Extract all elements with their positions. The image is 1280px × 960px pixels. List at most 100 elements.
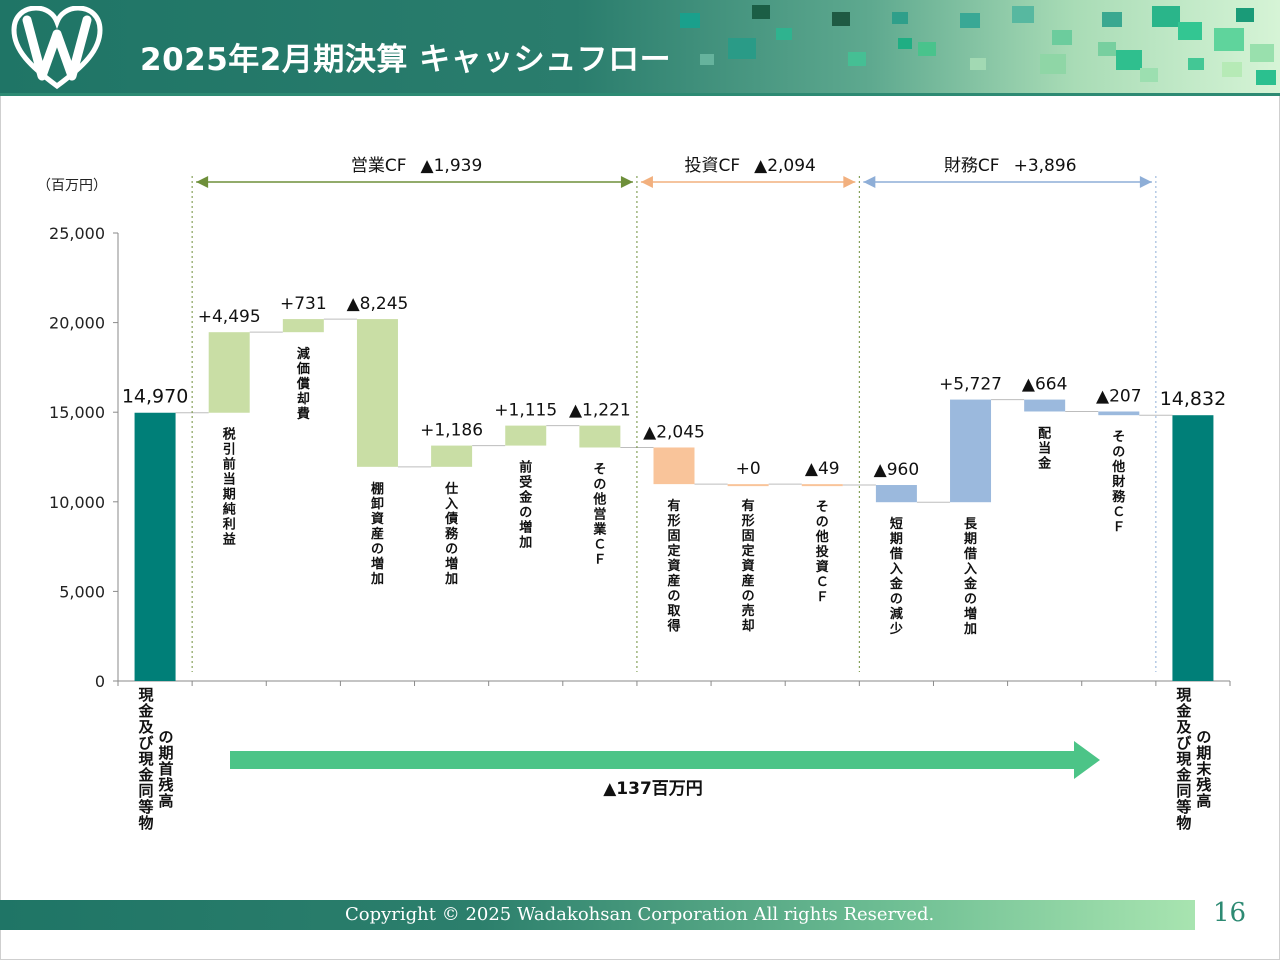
header-square bbox=[1214, 28, 1244, 51]
header-square bbox=[1012, 6, 1034, 23]
header-square bbox=[1140, 68, 1158, 82]
group-name-label: 営業CF bbox=[351, 156, 407, 176]
bar-value-label: +1,186 bbox=[420, 421, 483, 441]
bar-value-label: 14,970 bbox=[122, 386, 188, 408]
net-change-arrow-shaft bbox=[230, 751, 1076, 769]
bar-value-label: +1,115 bbox=[494, 401, 557, 421]
category-label: 短期借入金の減少 bbox=[889, 516, 904, 637]
waterfall-bar bbox=[505, 425, 547, 446]
cashflow-waterfall-chart: （百万円） 0 5,000 10,000 15,000 20,000 25,000 14,97… bbox=[37, 156, 1231, 832]
w-heart-logo-icon bbox=[10, 5, 104, 96]
waterfall-bar bbox=[727, 484, 769, 487]
bar-value-label: ▲49 bbox=[805, 459, 840, 479]
waterfall-bar bbox=[134, 412, 176, 681]
category-label: 仕入債務の増加 bbox=[444, 481, 459, 587]
y-tick-label: 5,000 bbox=[59, 582, 105, 601]
bar-value-label: +5,727 bbox=[939, 375, 1002, 395]
header-square bbox=[1098, 42, 1116, 56]
header-square bbox=[776, 28, 792, 40]
category-label: 現金及び現金同等物 bbox=[1175, 686, 1192, 832]
header-square bbox=[898, 38, 912, 49]
waterfall-bar bbox=[1098, 411, 1140, 416]
net-change-label: ▲137百万円 bbox=[603, 779, 703, 799]
group-arrow-head bbox=[1139, 176, 1152, 188]
group-value-label: ▲2,094 bbox=[754, 156, 816, 176]
waterfall-bar bbox=[431, 445, 473, 467]
group-arrow-head bbox=[843, 176, 856, 188]
header-square bbox=[1256, 70, 1276, 85]
category-label: の期首残高 bbox=[159, 728, 174, 810]
header-square bbox=[1102, 12, 1122, 27]
category-label: 長期借入金の増加 bbox=[963, 517, 978, 637]
header-square bbox=[728, 38, 756, 59]
waterfall-bar bbox=[208, 332, 250, 413]
group-value-label: ▲1,939 bbox=[421, 156, 483, 176]
waterfall-bar bbox=[950, 399, 992, 503]
footer-band bbox=[0, 900, 1195, 930]
group-arrow-head bbox=[640, 176, 653, 188]
y-tick-label: 20,000 bbox=[49, 314, 105, 333]
net-change-arrow-head bbox=[1074, 741, 1100, 779]
page-number: 16 bbox=[1213, 898, 1247, 928]
copyright-text: Copyright © 2025 Wadakohsan Corporation … bbox=[345, 904, 935, 925]
bar-value-label: +731 bbox=[280, 294, 327, 314]
y-tick-label: 15,000 bbox=[49, 403, 105, 422]
group-name-label: 投資CF bbox=[684, 156, 740, 176]
waterfall-bar bbox=[653, 447, 695, 485]
header-square bbox=[1178, 22, 1202, 40]
header-square bbox=[970, 58, 986, 70]
bar-value-label: ▲207 bbox=[1096, 386, 1142, 406]
category-label: 棚卸資産の増加 bbox=[370, 481, 384, 587]
header-underline bbox=[0, 93, 1280, 96]
waterfall-bar bbox=[801, 484, 843, 487]
category-label: 減価償却費 bbox=[296, 346, 311, 422]
group-arrow-head bbox=[863, 176, 876, 188]
group-arrow-head bbox=[196, 176, 209, 188]
category-label: その他財務ＣＦ bbox=[1111, 430, 1126, 535]
category-label: 配当金 bbox=[1037, 426, 1052, 471]
bar-value-label: +4,495 bbox=[198, 307, 261, 327]
y-tick-label: 10,000 bbox=[49, 493, 105, 512]
waterfall-bar bbox=[356, 319, 398, 467]
header-square bbox=[1188, 58, 1204, 70]
header-square bbox=[1052, 30, 1072, 45]
header-square bbox=[1040, 54, 1066, 74]
category-label: 前受金の増加 bbox=[518, 460, 533, 551]
category-label: の期末残高 bbox=[1196, 728, 1212, 810]
header-square bbox=[892, 12, 908, 24]
header-square bbox=[1236, 8, 1254, 22]
category-label: 税引前当期純利益 bbox=[223, 427, 236, 548]
header-square bbox=[918, 42, 936, 56]
bar-value-label: +0 bbox=[736, 459, 761, 479]
group-value-label: +3,896 bbox=[1014, 156, 1077, 176]
y-tick-label: 0 bbox=[95, 672, 105, 691]
category-label: その他投資ＣＦ bbox=[815, 500, 829, 605]
category-label: 有形固定資産の取得 bbox=[666, 498, 681, 634]
header-square bbox=[700, 54, 714, 65]
waterfall-bar bbox=[875, 485, 917, 503]
header-square bbox=[1116, 50, 1142, 70]
y-axis-unit-label: （百万円） bbox=[37, 178, 107, 194]
header-square bbox=[848, 52, 866, 66]
y-tick-label: 25,000 bbox=[49, 224, 105, 243]
header-square bbox=[960, 13, 980, 28]
waterfall-bar bbox=[282, 319, 324, 333]
waterfall-bar bbox=[579, 425, 621, 448]
header-square bbox=[680, 13, 700, 28]
header-square bbox=[1152, 6, 1180, 27]
header-square bbox=[1222, 62, 1242, 77]
group-name-label: 財務CF bbox=[944, 156, 1000, 176]
bar-value-label: ▲2,045 bbox=[643, 422, 705, 442]
bar-value-label: ▲960 bbox=[874, 460, 920, 480]
waterfall-bar bbox=[1172, 415, 1214, 681]
bar-value-label: 14,832 bbox=[1160, 388, 1226, 410]
category-label: その他営業ＣＦ bbox=[592, 462, 607, 567]
category-label: 現金及び現金同等物 bbox=[138, 686, 155, 832]
header-square bbox=[752, 5, 770, 19]
bar-value-label: ▲8,245 bbox=[347, 294, 409, 314]
category-label: 有形固定資産の売却 bbox=[741, 498, 755, 634]
slide-title: 2025年2月期決算 キャッシュフロー bbox=[140, 42, 672, 78]
bar-value-label: ▲1,221 bbox=[569, 401, 631, 421]
header-band bbox=[0, 0, 1280, 93]
waterfall-bar bbox=[1024, 399, 1066, 412]
